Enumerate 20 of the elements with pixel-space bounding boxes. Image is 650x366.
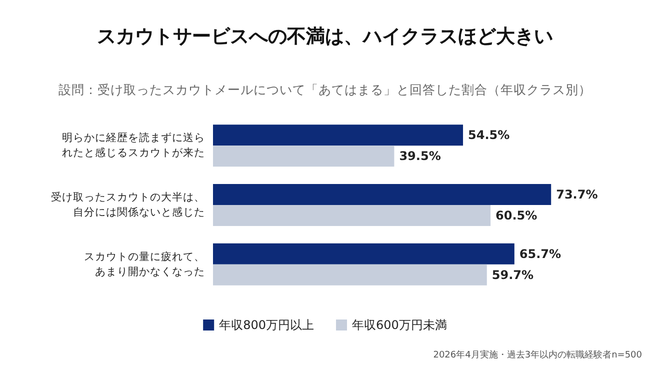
legend-label: 年収600万円未満 (352, 318, 447, 332)
bar (213, 243, 514, 264)
y-tick-label: 明らかに経歴を読まずに送られたと感じるスカウトが来た (62, 131, 205, 160)
data-label: 60.5% (496, 208, 538, 222)
data-label: 73.7% (556, 188, 598, 202)
chart-subtitle: 設問：受け取ったスカウトメールについて「あてはまる」と回答した割合（年収クラス別） (58, 82, 592, 97)
legend-label: 年収800万円以上 (219, 318, 314, 332)
data-label: 39.5% (399, 149, 441, 164)
bar (213, 124, 464, 146)
data-label: 65.7% (519, 246, 562, 261)
chart-title: スカウトサービスへの不満は、ハイクラスほど大きい (97, 26, 553, 48)
bar (213, 264, 487, 286)
data-label: 54.5% (468, 128, 510, 142)
data-label: 59.7% (492, 268, 534, 282)
y-tick-label: スカウトの量に疲れて、あまり開かなくなった (84, 250, 205, 278)
bar (213, 184, 552, 205)
y-tick-label: 受け取ったスカウトの大半は、自分には関係ないと感じた (51, 190, 205, 218)
bar (213, 146, 394, 167)
bar (213, 205, 491, 226)
text: 2026年4月実施・過去3年以内の転職経験者n=500 (433, 350, 642, 360)
